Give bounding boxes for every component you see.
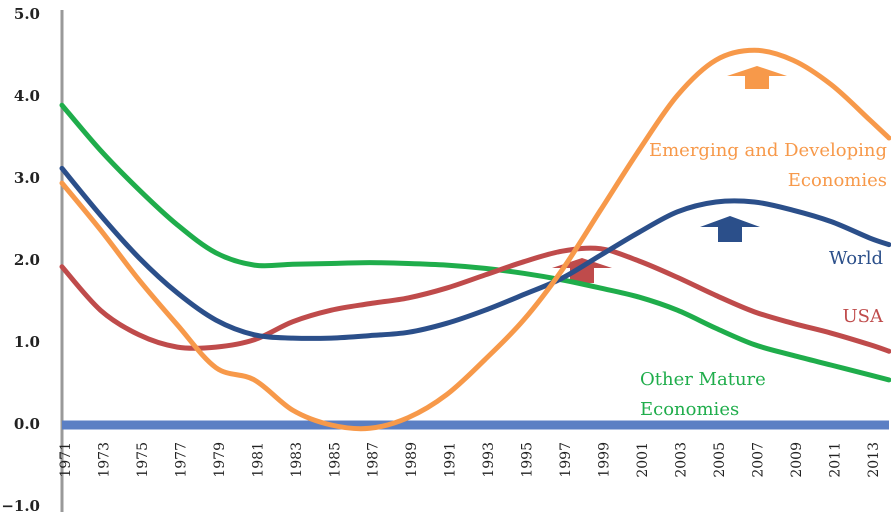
x-tick-label: 1971	[58, 442, 74, 478]
x-tick-label: 1973	[96, 442, 112, 478]
x-tick-label: 1997	[558, 442, 574, 478]
x-tick-label: 2011	[827, 442, 843, 478]
series-label: Emerging and Developing Economies	[648, 140, 887, 191]
series-label: World	[829, 248, 883, 269]
arrow	[727, 66, 787, 89]
x-tick-label: 2001	[635, 442, 651, 478]
y-tick-label: 1.0	[14, 333, 40, 351]
x-tick-label: 1987	[366, 442, 382, 478]
x-tick-label: 1993	[481, 442, 497, 478]
x-tick-label: 1981	[250, 442, 266, 478]
series-line	[59, 245, 891, 354]
arrow	[700, 216, 760, 242]
x-tick-label: 1983	[289, 442, 305, 478]
y-tick-label: −1.0	[1, 497, 40, 515]
x-tick-label: 2009	[789, 442, 805, 478]
x-tick-label: 1995	[520, 442, 536, 478]
y-tick-label: 5.0	[14, 5, 40, 23]
x-tick-label: 1999	[597, 442, 613, 478]
y-tick-label: 4.0	[14, 87, 40, 105]
y-tick-label: 3.0	[14, 169, 40, 187]
x-tick-label: 2005	[712, 442, 728, 478]
x-tick-label: 1977	[173, 442, 189, 478]
series-line	[59, 165, 891, 341]
y-tick-label: 2.0	[14, 251, 40, 269]
y-tick-label: 0.0	[14, 415, 40, 433]
x-tick-label: 1979	[212, 442, 228, 478]
x-tick-label: 1985	[327, 442, 343, 478]
x-tick-label: 2013	[866, 442, 882, 478]
x-tick-label: 1989	[404, 442, 420, 478]
x-tick-label: 2003	[673, 442, 689, 478]
series-label: USA	[842, 306, 884, 327]
series-line	[59, 47, 891, 432]
x-tick-label: 2007	[750, 442, 766, 478]
x-tick-label: 1975	[135, 442, 151, 478]
series-label: Other Mature Economies	[640, 369, 766, 420]
x-tick-label: 1991	[443, 442, 459, 478]
series-line	[59, 102, 891, 383]
